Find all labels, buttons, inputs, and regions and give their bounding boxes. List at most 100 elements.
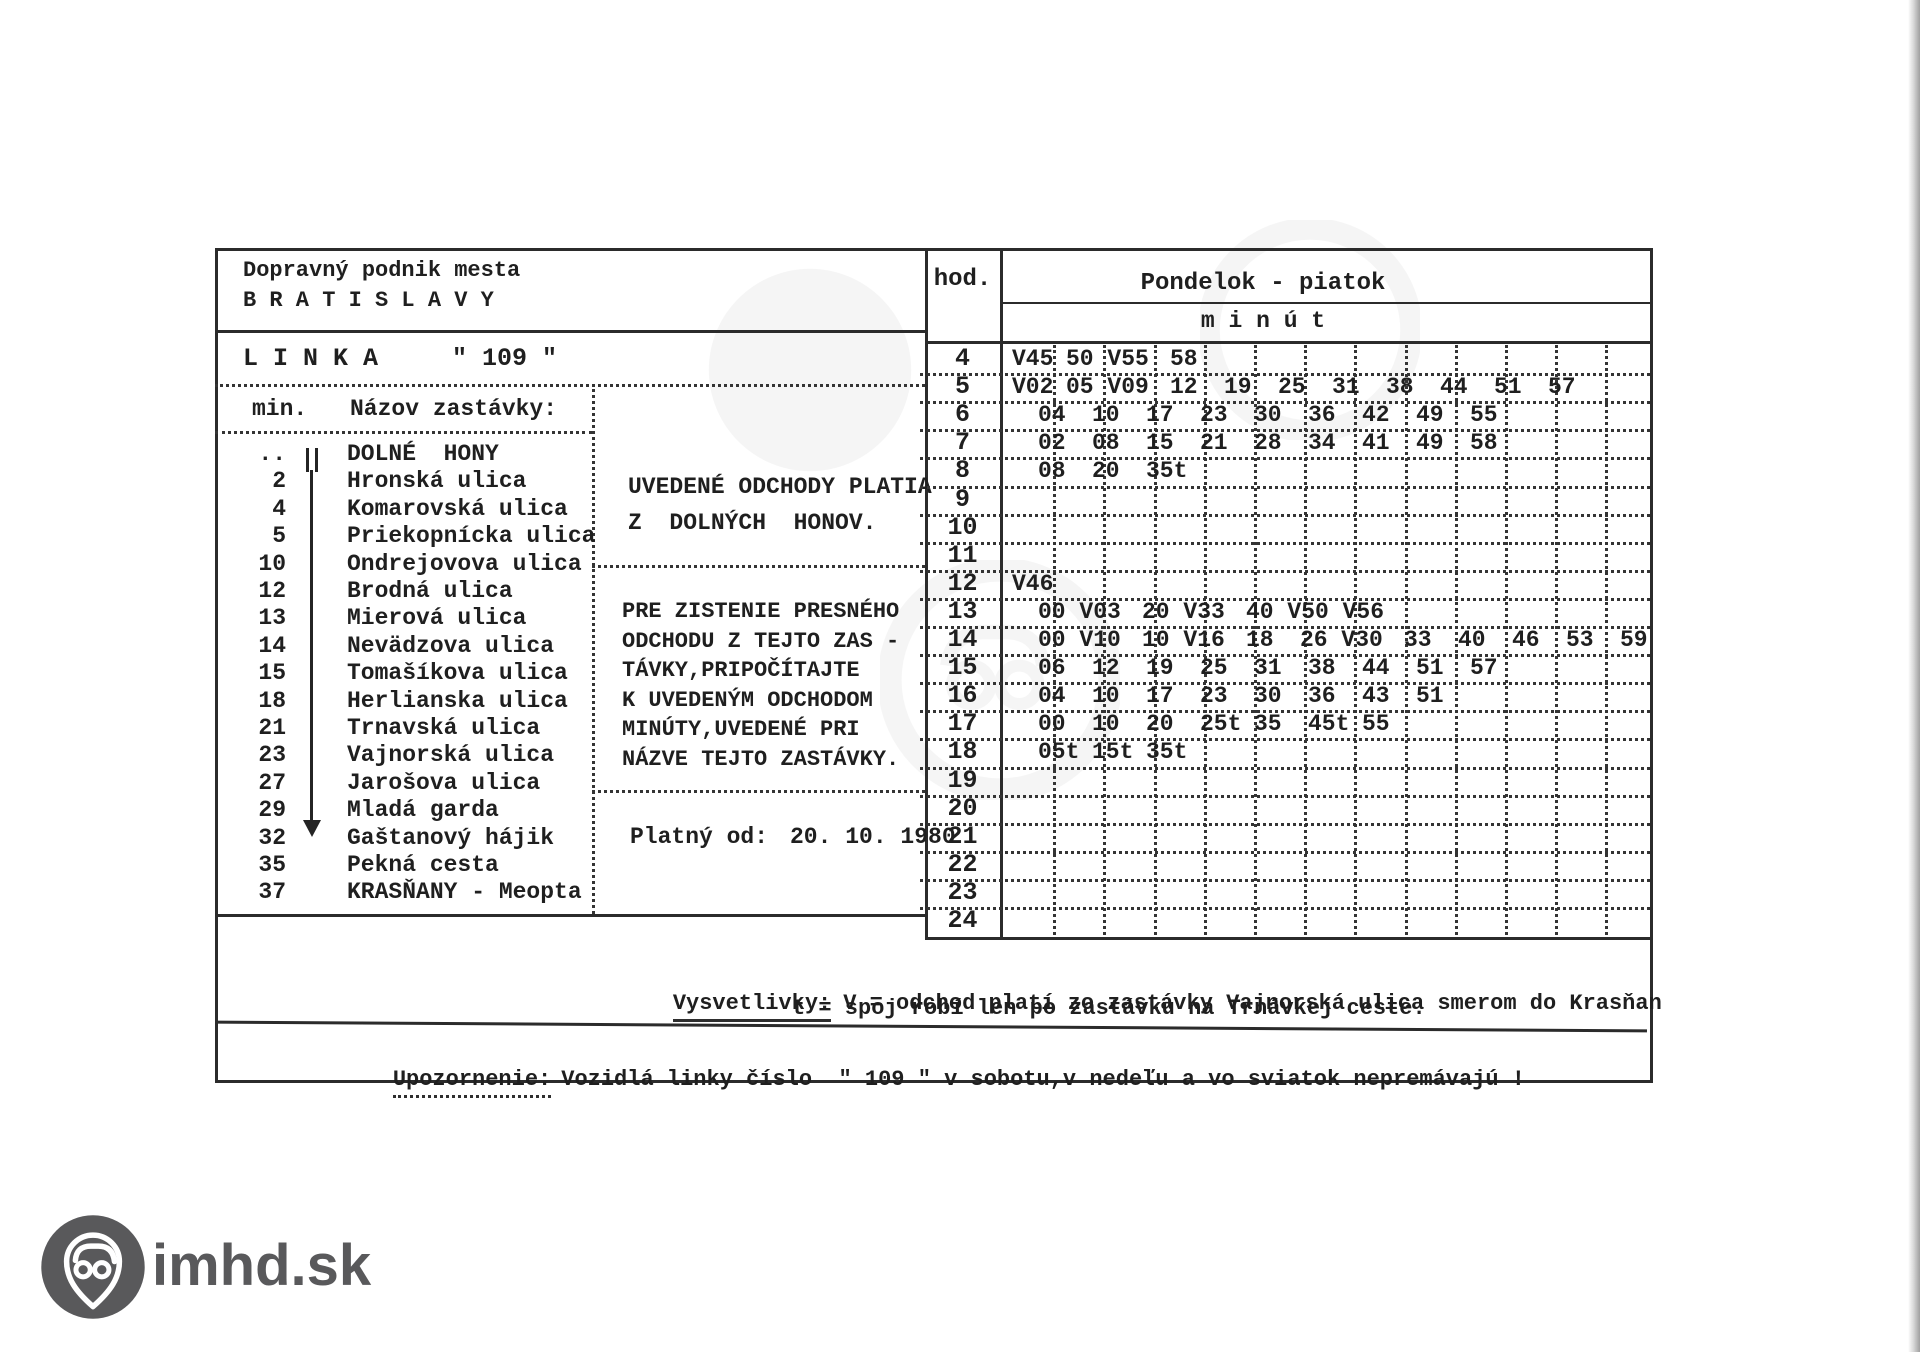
minute-cell: 20	[1092, 458, 1120, 485]
minute-cell: 15	[1146, 430, 1174, 457]
stop-name: Herlianska ulica	[347, 687, 568, 714]
minute-cell: 42	[1362, 402, 1390, 429]
minute-cell: 35t	[1146, 739, 1188, 766]
info-divider-1	[592, 565, 925, 568]
day-header: Pondelok - piatok	[1140, 270, 1386, 297]
minute-cell: 55	[1470, 402, 1498, 429]
minute-cell: 05t	[1038, 739, 1080, 766]
grid-column-rule	[1454, 345, 1458, 935]
grid-row-rule	[920, 654, 1650, 658]
minute-cell: 20 V33	[1142, 598, 1225, 625]
minute-cell: 18	[1246, 627, 1274, 653]
minute-cell: 38	[1308, 655, 1336, 682]
stop-name: Ondrejovova ulica	[347, 550, 582, 577]
grid-column-rule	[1153, 345, 1157, 935]
minute-cell: 23	[1200, 683, 1228, 710]
minutes-header-underline	[925, 341, 1650, 344]
hour-cell: 18	[947, 737, 978, 767]
grid-column-rule	[1053, 345, 1057, 935]
minute-cell: V02	[1012, 374, 1054, 401]
legend-v-text: V = odchod platí zo zastávky Vajnorská u…	[843, 991, 1662, 1016]
minute-cell: 55	[1362, 711, 1390, 738]
route-line-tick	[306, 448, 309, 472]
minute-cell: 02	[1038, 430, 1066, 457]
stop-minute: 10	[258, 550, 286, 577]
grid-column-rule	[1103, 345, 1107, 935]
stop-minute: 12	[258, 578, 286, 604]
hour-cell: 13	[947, 596, 978, 626]
hour-cell: 22	[947, 849, 978, 879]
stops-header-underline	[215, 431, 592, 434]
grid-row-rule	[920, 878, 1650, 882]
info-note-validity-2: Z DOLNÝCH HONOV.	[628, 510, 877, 536]
minute-cell: 10	[1092, 711, 1120, 738]
info-note-instructions-line: NÁZVE TEJTO ZASTÁVKY.	[622, 746, 900, 772]
route-line-tick	[315, 448, 318, 472]
stops-info-divider	[592, 384, 595, 914]
grid-row-rule	[920, 597, 1650, 601]
grid-bottom-rule	[925, 937, 1650, 940]
minute-cell: 49	[1416, 402, 1444, 429]
stop-name: Pekná cesta	[347, 852, 499, 878]
hour-cell: 19	[947, 765, 978, 795]
stop-name: Mierová ulica	[347, 605, 527, 632]
info-divider-2	[592, 790, 925, 793]
minute-cell: 57	[1548, 374, 1576, 401]
notice-line: Upozornenie: Vozidlá linky číslo " 109 " …	[340, 1042, 1525, 1117]
minute-cell: 34	[1308, 430, 1336, 457]
org-box-bottom-rule	[215, 330, 925, 333]
minute-cell: 58	[1470, 430, 1498, 457]
grid-column-rule	[1505, 345, 1508, 935]
grid-row-rule	[920, 850, 1650, 854]
minute-cell: 25	[1200, 655, 1228, 682]
hour-cell: 21	[947, 821, 978, 851]
minute-cell: 12	[1170, 374, 1198, 401]
hour-cell: 14	[947, 625, 978, 654]
hour-cell: 7	[954, 428, 970, 458]
minute-cell: 51	[1416, 683, 1444, 710]
minute-cell: 40	[1458, 627, 1486, 653]
minute-cell: 44	[1362, 655, 1390, 682]
stop-name: Gaštanový hájik	[347, 824, 555, 851]
minute-cell: 04	[1038, 402, 1066, 429]
minute-cell: 25t	[1200, 711, 1242, 738]
minute-cell: 46	[1512, 627, 1540, 653]
info-note-instructions: PRE ZISTENIE PRESNÉHO ODCHODU Z TEJTO ZAS…	[622, 597, 899, 775]
minute-cell: 23	[1200, 402, 1228, 429]
minute-cell: 43	[1362, 683, 1390, 710]
info-note-instructions-line: MINÚTY,UVEDENÉ PRI	[622, 717, 860, 743]
stop-minute: 35	[258, 852, 286, 878]
minute-cell: 45t	[1308, 711, 1350, 738]
day-header-underline	[1003, 302, 1650, 304]
minute-cell: 51	[1494, 374, 1522, 401]
stop-minute: 4	[272, 495, 286, 522]
hour-cell: 10	[947, 512, 978, 542]
stops-col-min: min.	[252, 396, 308, 422]
hour-cell: 5	[954, 372, 970, 402]
minute-cell: 38	[1386, 374, 1414, 401]
stop-minute: 21	[258, 715, 286, 741]
grid-row-rule	[920, 682, 1650, 686]
minute-cell: 08	[1092, 430, 1120, 457]
minute-cell: 12	[1092, 655, 1120, 682]
minute-cell: 10	[1092, 683, 1120, 710]
stop-name: Tomašíkova ulica	[347, 660, 568, 687]
grid-row-rule	[920, 373, 1650, 377]
info-note-instructions-line: TÁVKY,PRIPOČÍTAJTE	[622, 658, 860, 684]
grid-row-rule	[920, 569, 1650, 573]
line-number: " 109 "	[452, 344, 558, 373]
minute-cell: 41	[1362, 430, 1390, 457]
minute-cell: 36	[1308, 683, 1336, 710]
minutes-header: m i n ú t	[1200, 308, 1326, 334]
stop-minute: 27	[258, 769, 286, 796]
minute-cell: 17	[1146, 402, 1174, 429]
hour-cell: 9	[954, 484, 970, 514]
hour-column-header: hod.	[933, 266, 992, 293]
minute-cell: 36	[1308, 402, 1336, 429]
grid-column-rule	[1555, 345, 1559, 935]
minute-cell: 19	[1146, 655, 1174, 682]
minute-cell: 15t	[1092, 739, 1134, 766]
grid-column-rule	[1304, 345, 1308, 935]
minute-cell: 00	[1038, 711, 1066, 738]
grid-row-rule	[920, 794, 1650, 798]
